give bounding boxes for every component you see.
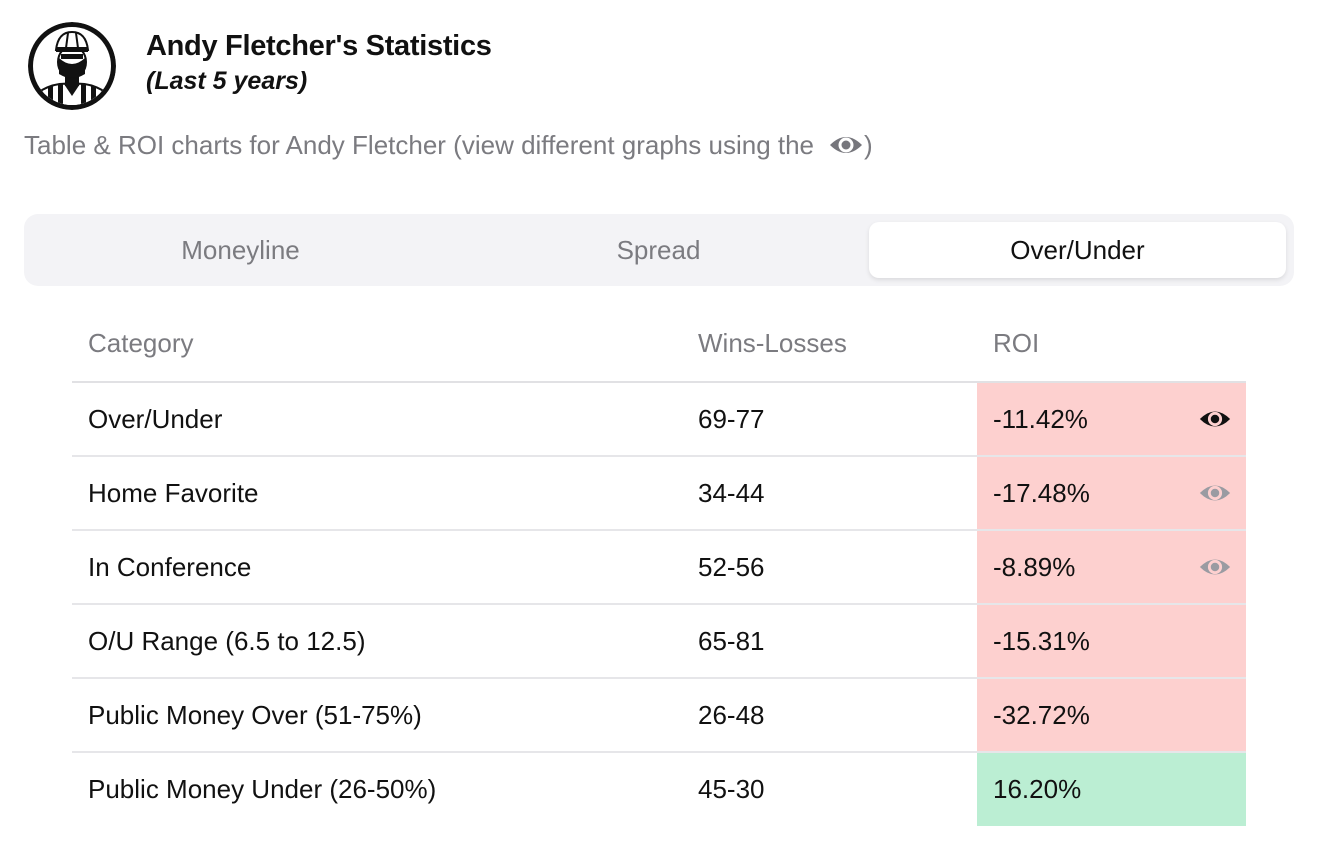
roi-value: -11.42% — [993, 403, 1088, 434]
table-header-row: Category Wins-Losses ROI — [72, 306, 1246, 383]
category-cell: In Conference — [72, 530, 682, 605]
description-closing: ) — [864, 129, 873, 160]
table-row: Home Favorite 34-44 -17.48% — [72, 456, 1246, 531]
table-row: O/U Range (6.5 to 12.5) 65-81 -15.31% — [72, 604, 1246, 679]
table-row: In Conference 52-56 -8.89% — [72, 530, 1246, 605]
page-header: Andy Fletcher's Statistics (Last 5 years… — [28, 22, 492, 110]
record-cell: 26-48 — [682, 678, 977, 753]
category-cell: Public Money Over (51-75%) — [72, 678, 682, 753]
column-header-wins-losses: Wins-Losses — [682, 306, 977, 383]
table-row: Public Money Under (26-50%) 45-30 16.20% — [72, 752, 1246, 826]
roi-cell: 16.20% — [977, 752, 1246, 826]
record-cell: 69-77 — [682, 382, 977, 457]
page-description: Table & ROI charts for Andy Fletcher (vi… — [24, 127, 873, 163]
roi-value: -15.31% — [993, 625, 1090, 656]
record-cell: 34-44 — [682, 456, 977, 531]
stats-table: Category Wins-Losses ROI Over/Under 69-7… — [72, 306, 1246, 826]
referee-avatar — [28, 22, 116, 110]
roi-cell: -15.31% — [977, 604, 1246, 679]
column-header-category: Category — [72, 306, 682, 383]
record-cell: 65-81 — [682, 604, 977, 679]
roi-cell: -11.42% — [977, 382, 1246, 457]
table-row: Public Money Over (51-75%) 26-48 -32.72% — [72, 678, 1246, 753]
roi-value: -32.72% — [993, 699, 1090, 730]
page-subtitle: (Last 5 years) — [146, 67, 308, 95]
record-cell: 52-56 — [682, 530, 977, 605]
column-header-roi: ROI — [977, 306, 1246, 383]
bet-type-tabs: Moneyline Spread Over/Under — [24, 214, 1294, 286]
tab-moneyline[interactable]: Moneyline — [181, 234, 300, 265]
category-cell: Public Money Under (26-50%) — [88, 774, 437, 804]
roi-cell: -17.48% — [977, 456, 1246, 531]
table-row: Over/Under 69-77 -11.42% — [72, 382, 1246, 457]
roi-value: 16.20% — [993, 774, 1082, 804]
eye-icon[interactable] — [1198, 402, 1232, 436]
tab-spread[interactable]: Spread — [616, 234, 701, 265]
description-text: Table & ROI charts for Andy Fletcher (vi… — [24, 129, 815, 160]
eye-icon[interactable] — [1198, 476, 1232, 510]
roi-value: -17.48% — [993, 477, 1090, 508]
eye-icon[interactable] — [1198, 550, 1232, 584]
record-cell: 45-30 — [698, 774, 765, 804]
roi-cell: -8.89% — [977, 530, 1246, 605]
eye-icon — [828, 127, 864, 163]
tab-over-under[interactable]: Over/Under — [869, 222, 1286, 278]
roi-value: -8.89% — [993, 551, 1076, 582]
category-cell: Home Favorite — [72, 456, 682, 531]
roi-cell: -32.72% — [977, 678, 1246, 753]
category-cell: Over/Under — [72, 382, 682, 457]
page-title: Andy Fletcher's Statistics — [146, 30, 492, 62]
category-cell: O/U Range (6.5 to 12.5) — [72, 604, 682, 679]
